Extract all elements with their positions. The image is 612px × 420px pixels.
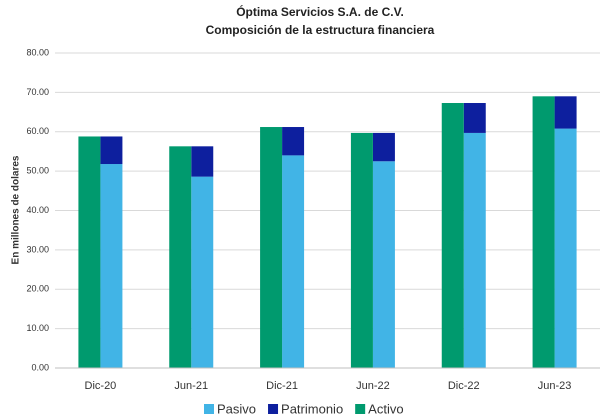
y-tick-label: 40.00: [26, 205, 49, 215]
y-tick-label: 20.00: [26, 284, 49, 294]
legend-swatch: [268, 404, 279, 414]
x-tick-label: Jun-21: [174, 380, 208, 392]
bar: [191, 146, 214, 177]
bar: [441, 103, 464, 368]
y-tick-label: 0.00: [31, 362, 49, 372]
chart-subtitle: Composición de la estructura financiera: [206, 23, 435, 37]
y-tick-label: 10.00: [26, 323, 49, 333]
bar: [372, 161, 395, 368]
bar: [282, 127, 305, 156]
legend-swatch: [204, 404, 214, 414]
y-tick-label: 60.00: [26, 126, 49, 136]
bar: [78, 136, 101, 368]
y-tick-label: 70.00: [26, 87, 49, 97]
legend-swatch: [355, 404, 366, 414]
bar: [260, 127, 283, 369]
bar: [463, 103, 486, 133]
bar: [169, 146, 192, 368]
y-axis-label: En millones de dolares: [11, 155, 22, 264]
x-tick-label: Dic-22: [448, 380, 480, 392]
x-tick-label: Dic-21: [266, 380, 298, 392]
x-tick-label: Dic-20: [85, 380, 117, 392]
x-tick-label: Jun-22: [356, 380, 390, 392]
bar: [532, 96, 555, 368]
bar: [100, 136, 123, 165]
bar: [554, 96, 577, 129]
x-tick-label: Jun-23: [538, 380, 572, 392]
bar: [100, 164, 123, 368]
bar: [554, 128, 577, 368]
legend-label: Pasivo: [217, 401, 256, 416]
legend-label: Patrimonio: [281, 401, 343, 416]
bar: [463, 132, 486, 368]
bar: [372, 132, 395, 162]
y-tick-label: 80.00: [26, 47, 49, 57]
y-tick-label: 30.00: [26, 244, 49, 254]
bar: [191, 176, 214, 368]
bar: [350, 132, 373, 368]
legend-label: Activo: [368, 401, 403, 416]
chart-title: Óptima Servicios S.A. de C.V.: [236, 4, 404, 19]
y-tick-label: 50.00: [26, 166, 49, 176]
bar: [282, 155, 305, 368]
